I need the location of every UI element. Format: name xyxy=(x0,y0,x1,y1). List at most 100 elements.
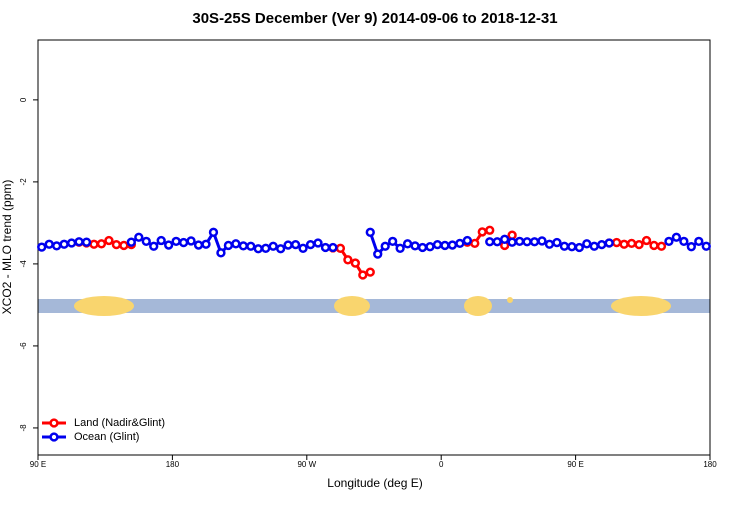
y-tick-label: -4 xyxy=(19,260,28,268)
data-point xyxy=(559,241,570,251)
data-point xyxy=(223,240,234,251)
data-point xyxy=(358,270,368,280)
data-point xyxy=(402,239,413,249)
data-point xyxy=(261,243,271,253)
data-point xyxy=(552,237,562,248)
data-point xyxy=(462,235,472,246)
data-point xyxy=(417,242,428,253)
data-point xyxy=(664,236,674,246)
data-point xyxy=(44,239,54,249)
data-point xyxy=(171,236,181,246)
data-point xyxy=(485,237,495,247)
data-point xyxy=(231,239,241,249)
data-point xyxy=(119,240,129,251)
data-point xyxy=(81,237,92,247)
data-point xyxy=(492,237,502,247)
data-point xyxy=(619,239,629,249)
data-point xyxy=(589,241,599,251)
data-point xyxy=(298,243,308,253)
data-point xyxy=(582,239,592,249)
surface-band xyxy=(38,296,710,316)
data-point xyxy=(66,238,77,248)
data-point xyxy=(343,255,353,265)
data-point xyxy=(432,239,443,250)
data-point xyxy=(328,242,338,253)
data-point xyxy=(612,237,622,248)
data-point xyxy=(74,237,84,247)
legend: Land (Nadir&Glint) Ocean (Glint) xyxy=(42,417,165,443)
data-point xyxy=(485,225,495,235)
x-tick-label: 180 xyxy=(166,460,180,469)
data-point xyxy=(96,239,107,249)
data-point xyxy=(455,238,465,249)
x-tick-label: 180 xyxy=(703,460,717,469)
data-point xyxy=(111,239,122,250)
data-point xyxy=(694,236,704,246)
data-point xyxy=(567,242,577,252)
data-point xyxy=(701,241,711,251)
x-tick-label: 0 xyxy=(439,460,444,469)
legend-marker xyxy=(49,432,59,442)
data-point xyxy=(335,243,346,253)
x-tick-label: 90 E xyxy=(30,460,46,469)
data-point xyxy=(268,241,278,251)
data-point xyxy=(208,227,219,237)
data-point xyxy=(276,244,286,254)
data-point xyxy=(447,240,458,250)
data-point xyxy=(641,235,652,246)
data-point xyxy=(193,240,204,250)
legend-marker xyxy=(49,418,59,428)
data-point xyxy=(305,239,316,250)
data-point xyxy=(634,239,644,250)
data-point xyxy=(164,240,174,250)
data-point xyxy=(149,241,159,251)
data-point xyxy=(507,237,517,247)
data-point xyxy=(440,240,450,251)
x-tick-label: 90 E xyxy=(567,460,583,469)
data-point xyxy=(156,235,166,246)
data-point xyxy=(626,238,637,249)
data-point xyxy=(89,239,99,249)
data-point xyxy=(201,239,211,249)
data-point xyxy=(253,244,263,254)
data-point xyxy=(522,237,532,247)
data-point xyxy=(679,236,689,246)
y-axis-label: XCO2 - MLO trend (ppm) xyxy=(0,180,14,315)
data-point xyxy=(320,242,331,253)
data-point xyxy=(134,232,144,242)
x-tick-label: 90 W xyxy=(297,460,316,469)
data-point xyxy=(186,236,196,246)
data-point xyxy=(290,239,301,250)
data-point xyxy=(604,238,614,248)
data-point xyxy=(529,237,540,247)
data-point xyxy=(283,240,293,250)
data-point xyxy=(380,241,390,251)
data-point xyxy=(365,267,375,277)
data-point xyxy=(671,232,682,242)
data-point xyxy=(59,239,69,249)
data-point xyxy=(104,235,114,246)
data-point xyxy=(686,242,696,252)
data-point xyxy=(395,243,405,253)
legend-label: Ocean (Glint) xyxy=(74,431,139,443)
legend-label: Land (Nadir&Glint) xyxy=(74,417,165,429)
y-tick-label: -6 xyxy=(19,342,28,350)
data-point xyxy=(410,241,420,251)
data-point xyxy=(141,236,151,246)
data-point xyxy=(656,241,667,251)
data-point xyxy=(178,237,189,248)
data-point xyxy=(537,236,547,246)
y-tick-label: -8 xyxy=(19,424,28,432)
data-point xyxy=(649,240,659,251)
y-tick-label: -2 xyxy=(19,178,28,186)
data-point xyxy=(238,241,248,251)
data-point xyxy=(216,248,226,258)
chart-title: 30S-25S December (Ver 9) 2014-09-06 to 2… xyxy=(192,10,557,27)
data-point xyxy=(313,238,323,248)
data-point xyxy=(544,239,555,249)
data-point xyxy=(52,241,62,251)
data-point xyxy=(477,227,487,237)
data-point xyxy=(597,239,607,250)
data-point xyxy=(470,238,480,249)
x-axis-label: Longitude (deg E) xyxy=(327,476,422,490)
